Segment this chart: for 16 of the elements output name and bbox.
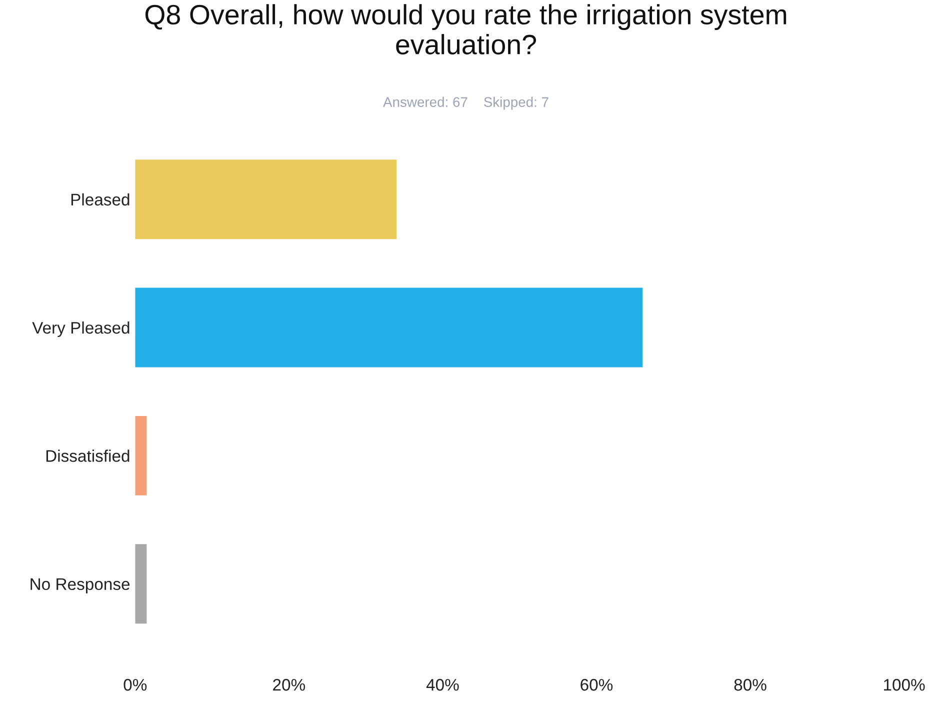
y-tick-label: Pleased bbox=[71, 193, 130, 206]
x-tick-label: 0% bbox=[124, 678, 147, 691]
x-tick-label: 80% bbox=[734, 678, 766, 691]
bar bbox=[135, 288, 643, 368]
bar bbox=[135, 160, 397, 240]
y-tick-label: Dissatisfied bbox=[46, 450, 130, 462]
chart-title: Q8 Overall, how would you rate the irrigation system evaluation? bbox=[145, 4, 786, 54]
x-tick-label: 60% bbox=[580, 678, 613, 691]
y-tick-label: No Response bbox=[30, 578, 130, 594]
bar bbox=[135, 416, 147, 496]
chart-subtitle: Answered: 67 Skipped: 7 bbox=[383, 96, 548, 110]
y-tick-label: Very Pleased bbox=[32, 321, 130, 338]
x-tick-label: 100% bbox=[884, 678, 925, 691]
bar bbox=[135, 544, 147, 624]
x-tick-label: 40% bbox=[426, 678, 459, 691]
x-tick-label: 20% bbox=[273, 678, 306, 691]
